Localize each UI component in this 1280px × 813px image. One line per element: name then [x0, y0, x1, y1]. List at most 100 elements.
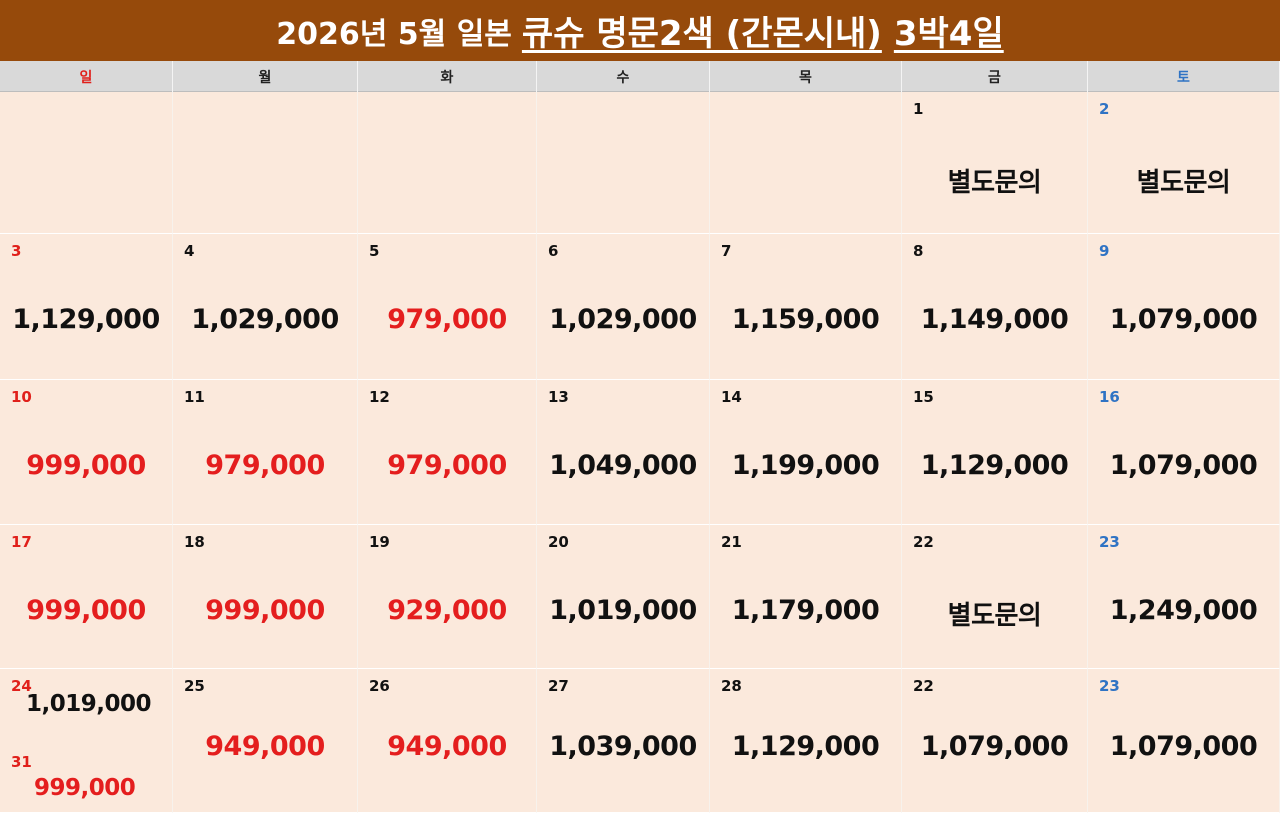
- calendar-day-cell[interactable]: 15 1,129,000: [902, 380, 1088, 525]
- day-number: 22: [913, 533, 934, 551]
- tour-price: 1,039,000: [549, 731, 697, 762]
- tour-price: 999,000: [26, 450, 146, 481]
- weekday-header-2: 화: [358, 61, 537, 92]
- inquiry-label: 별도문의: [1136, 168, 1231, 198]
- tour-price: 979,000: [387, 450, 507, 481]
- tour-price: 1,079,000: [1109, 450, 1258, 481]
- day-number: 15: [913, 388, 934, 406]
- day-number: 13: [548, 388, 569, 406]
- day-number: 14: [721, 388, 742, 406]
- tour-price-secondary: 999,000: [34, 775, 136, 801]
- day-number: 6: [548, 242, 559, 260]
- tour-price: 999,000: [205, 595, 325, 626]
- calendar-day-cell[interactable]: [710, 92, 902, 234]
- calendar-day-cell[interactable]: 22 별도문의: [902, 525, 1088, 669]
- day-number: 23: [1099, 677, 1120, 695]
- calendar-day-cell[interactable]: 1 별도문의: [902, 92, 1088, 234]
- calendar-day-cell[interactable]: 2 별도문의: [1088, 92, 1280, 234]
- day-number: 4: [184, 242, 195, 260]
- tour-price: 1,079,000: [920, 731, 1069, 762]
- day-number: 12: [369, 388, 390, 406]
- tour-price: 1,129,000: [12, 304, 160, 335]
- tour-price: 979,000: [205, 450, 325, 481]
- calendar-day-cell[interactable]: 6 1,029,000: [537, 234, 710, 380]
- calendar-day-cell[interactable]: [0, 92, 173, 234]
- calendar-day-cell[interactable]: 8 1,149,000: [902, 234, 1088, 380]
- calendar-title-bar: 2026년 5월 일본 큐슈 명문2색 (간몬시내) 3박4일: [0, 0, 1280, 61]
- calendar-week-row: 3 1,129,000 4 1,029,000 5 979,000 6 1,029,000 7 1…: [0, 234, 1280, 380]
- day-number: 22: [913, 677, 934, 695]
- weekday-header-6: 토: [1088, 61, 1280, 92]
- day-number: 26: [369, 677, 390, 695]
- title-month-destination: 2026년 5월 일본: [276, 16, 512, 52]
- calendar-day-cell[interactable]: 5 979,000: [358, 234, 537, 380]
- title-duration: 3박4일: [893, 14, 1004, 54]
- calendar-day-cell[interactable]: 12 979,000: [358, 380, 537, 525]
- tour-price: 949,000: [205, 731, 325, 762]
- weekday-header-5: 금: [902, 61, 1088, 92]
- title-tour-name: 큐슈 명문2색 (간몬시내): [521, 14, 882, 54]
- calendar-day-cell[interactable]: 24 1,019,000 31 999,000: [0, 669, 173, 813]
- weekday-header-0: 일: [0, 61, 173, 92]
- calendar-day-cell[interactable]: [537, 92, 710, 234]
- day-number-secondary: 31: [11, 753, 32, 771]
- calendar-day-cell[interactable]: 18 999,000: [173, 525, 358, 669]
- calendar-day-cell[interactable]: 3 1,129,000: [0, 234, 173, 380]
- day-number: 19: [369, 533, 390, 551]
- calendar-day-cell[interactable]: 26 949,000: [358, 669, 537, 813]
- tour-price: 1,129,000: [920, 450, 1069, 481]
- calendar-day-cell[interactable]: 19 929,000: [358, 525, 537, 669]
- tour-price: 1,079,000: [1109, 731, 1258, 762]
- day-number: 24: [11, 677, 32, 695]
- tour-price: 999,000: [26, 595, 146, 626]
- calendar-day-cell[interactable]: [358, 92, 537, 234]
- tour-price: 1,019,000: [26, 691, 152, 717]
- calendar-day-cell[interactable]: 17 999,000: [0, 525, 173, 669]
- day-number: 18: [184, 533, 205, 551]
- calendar-day-cell[interactable]: 9 1,079,000: [1088, 234, 1280, 380]
- calendar-day-cell[interactable]: [173, 92, 358, 234]
- day-number: 17: [11, 533, 32, 551]
- inquiry-label: 별도문의: [947, 601, 1042, 631]
- tour-price: 1,249,000: [1109, 595, 1258, 626]
- inquiry-label: 별도문의: [947, 168, 1042, 198]
- calendar-day-cell[interactable]: 13 1,049,000: [537, 380, 710, 525]
- day-number: 16: [1099, 388, 1120, 406]
- tour-price: 1,129,000: [731, 731, 880, 762]
- calendar-day-cell[interactable]: 4 1,029,000: [173, 234, 358, 380]
- tour-price: 1,049,000: [549, 450, 697, 481]
- day-number: 21: [721, 533, 742, 551]
- calendar-day-cell[interactable]: 10 999,000: [0, 380, 173, 525]
- day-number: 25: [184, 677, 205, 695]
- day-number: 2: [1099, 100, 1110, 118]
- tour-price: 1,179,000: [731, 595, 880, 626]
- calendar-day-cell[interactable]: 23 1,249,000: [1088, 525, 1280, 669]
- calendar-day-cell[interactable]: 14 1,199,000: [710, 380, 902, 525]
- tour-price: 929,000: [387, 595, 507, 626]
- calendar-day-cell[interactable]: 25 949,000: [173, 669, 358, 813]
- calendar-day-cell[interactable]: 11 979,000: [173, 380, 358, 525]
- tour-price: 979,000: [387, 304, 507, 335]
- day-number: 20: [548, 533, 569, 551]
- calendar-day-cell[interactable]: 16 1,079,000: [1088, 380, 1280, 525]
- calendar-day-cell[interactable]: 27 1,039,000: [537, 669, 710, 813]
- tour-price: 1,159,000: [731, 304, 880, 335]
- tour-price: 1,149,000: [920, 304, 1069, 335]
- day-number: 10: [11, 388, 32, 406]
- tour-price: 949,000: [387, 731, 507, 762]
- day-number: 23: [1099, 533, 1120, 551]
- tour-price: 1,029,000: [191, 304, 339, 335]
- tour-price: 1,019,000: [549, 595, 697, 626]
- calendar-day-cell[interactable]: 20 1,019,000: [537, 525, 710, 669]
- calendar-day-cell[interactable]: 28 1,129,000: [710, 669, 902, 813]
- tour-price: 1,199,000: [731, 450, 880, 481]
- calendar-day-cell[interactable]: 22 1,079,000: [902, 669, 1088, 813]
- calendar-day-cell[interactable]: 23 1,079,000: [1088, 669, 1280, 813]
- calendar-week-row: 17 999,000 18 999,000 19 929,000 20 1,019,000 21…: [0, 525, 1280, 669]
- weekday-header-4: 목: [710, 61, 902, 92]
- calendar-day-cell[interactable]: 21 1,179,000: [710, 525, 902, 669]
- calendar-week-row: 10 999,000 11 979,000 12 979,000 13 1,049,000 14…: [0, 380, 1280, 525]
- calendar-day-cell[interactable]: 7 1,159,000: [710, 234, 902, 380]
- day-number: 11: [184, 388, 205, 406]
